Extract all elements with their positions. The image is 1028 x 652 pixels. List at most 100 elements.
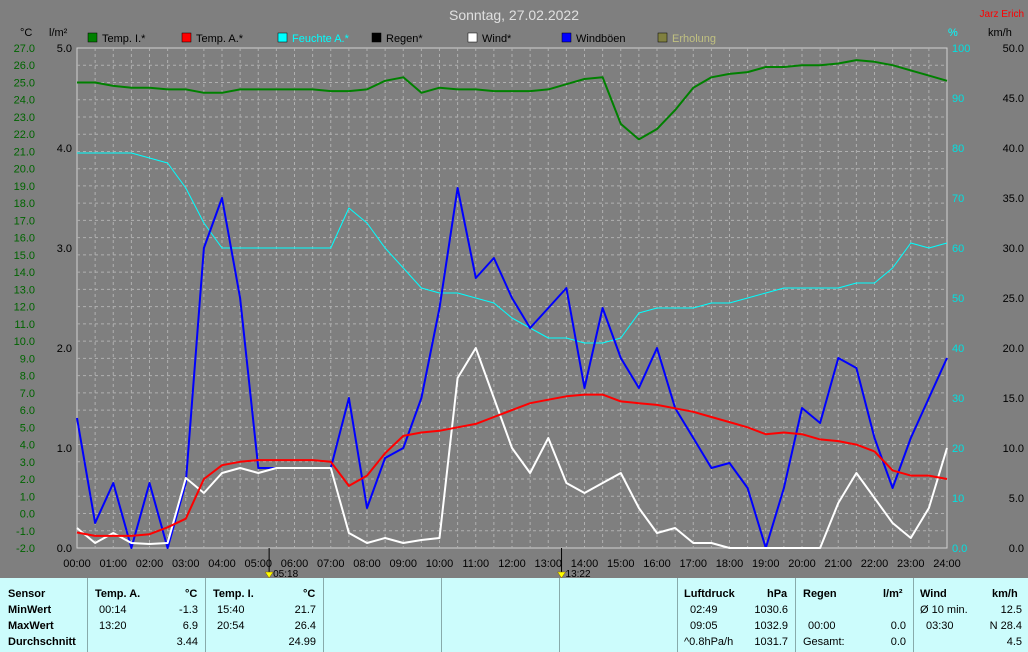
legend-label: Wind* (482, 33, 512, 45)
temp-tick-label: 4.0 (20, 440, 35, 452)
temp-tick-label: 7.0 (20, 388, 35, 400)
pressure-trend: ^0.8hPa/h (684, 636, 734, 648)
x-tick-label: 23:00 (897, 558, 925, 570)
pressure-min-value: 1030.6 (754, 604, 788, 616)
legend-swatch (371, 32, 382, 43)
temp-a-min-time: 00:14 (99, 604, 127, 616)
legend-label: Temp. A.* (196, 33, 244, 45)
wind-max-value: N 28.4 (989, 620, 1022, 632)
temp-i-min-time: 15:40 (217, 604, 245, 616)
temp-tick-label: 12.0 (14, 302, 35, 314)
pressure-avg-value: 1031.7 (754, 636, 788, 648)
legend-swatch (277, 32, 288, 43)
temp-tick-label: 6.0 (20, 405, 35, 417)
statistics-panel: Sensor MinWert MaxWert Durchschnitt Temp… (0, 578, 1028, 652)
humidity-tick-label: 0.0 (952, 543, 967, 555)
speed-tick-label: 25.0 (1003, 293, 1024, 305)
chart-title: Sonntag, 27.02.2022 (449, 7, 579, 23)
legend-swatch (561, 32, 572, 43)
humidity-tick-label: 80 (952, 143, 964, 155)
rain-time: 00:00 (808, 620, 836, 632)
temp-tick-label: 2.0 (20, 474, 35, 486)
rain-tick-label: 2.0 (57, 343, 72, 355)
sunrise-label: 05:18 (273, 569, 298, 578)
x-tick-label: 20:00 (788, 558, 816, 570)
legend-swatch (181, 32, 192, 43)
temp-tick-label: 19.0 (14, 181, 35, 193)
temp-tick-label: 21.0 (14, 146, 35, 158)
wind-avg10-value: 12.5 (1000, 604, 1022, 616)
legend-swatch (467, 32, 478, 43)
temp-tick-label: -2.0 (16, 543, 35, 555)
temp-tick-label: 18.0 (14, 198, 35, 210)
humidity-tick-label: 60 (952, 243, 964, 255)
x-tick-label: 17:00 (679, 558, 707, 570)
temp-a-min-value: -1.3 (179, 604, 198, 616)
x-tick-label: 16:00 (643, 558, 671, 570)
wind-head: Wind (920, 588, 947, 600)
temp-tick-label: 26.0 (14, 60, 35, 72)
temp-tick-label: 11.0 (14, 319, 35, 331)
rain-tick-label: 4.0 (57, 143, 72, 155)
sunrise-icon (264, 571, 274, 578)
x-tick-label: 15:00 (607, 558, 635, 570)
rain-tick-label: 0.0 (57, 543, 72, 555)
pressure-min-time: 02:49 (690, 604, 718, 616)
humidity-tick-label: 50 (952, 293, 964, 305)
temp-unit-label: °C (20, 27, 32, 39)
temp-tick-label: 14.0 (14, 267, 35, 279)
x-tick-label: 01:00 (99, 558, 127, 570)
temp-a-unit: °C (185, 588, 198, 600)
sensor-head: Sensor (8, 588, 46, 600)
x-tick-label: 07:00 (317, 558, 345, 570)
x-tick-label: 03:00 (172, 558, 200, 570)
series-line-temp-a (76, 393, 948, 537)
temp-tick-label: 24.0 (14, 95, 35, 107)
temp-a-head: Temp. A. (95, 588, 141, 600)
series-line-windb-en (76, 187, 948, 549)
temp-i-min-value: 21.7 (294, 604, 316, 616)
x-tick-label: 02:00 (136, 558, 164, 570)
series-line-wind (76, 347, 948, 549)
temp-i-avg-value: 24.99 (288, 636, 316, 648)
speed-tick-label: 50.0 (1003, 43, 1024, 55)
x-tick-label: 09:00 (389, 558, 417, 570)
humidity-unit-label: % (948, 27, 958, 39)
legend-label: Windböen (576, 33, 626, 45)
temp-tick-label: 9.0 (20, 353, 35, 365)
rain-total-label: Gesamt: (803, 636, 845, 648)
rain-tick-label: 1.0 (57, 443, 72, 455)
rain-unit: l/m² (883, 588, 903, 600)
wind-unit: km/h (992, 588, 1018, 600)
wind-max-time: 03:30 (926, 620, 954, 632)
speed-tick-label: 45.0 (1003, 93, 1024, 105)
temp-tick-label: 15.0 (14, 250, 35, 262)
series-line-feuchte-a (77, 152, 948, 344)
x-tick-label: 10:00 (426, 558, 454, 570)
rain-total-value: 0.0 (890, 636, 906, 648)
temp-tick-label: 27.0 (14, 43, 35, 55)
speed-tick-label: 35.0 (1003, 193, 1024, 205)
x-tick-label: 08:00 (353, 558, 381, 570)
rain-value: 0.0 (890, 620, 906, 632)
x-tick-label: 21:00 (824, 558, 852, 570)
x-tick-label: 18:00 (716, 558, 744, 570)
x-tick-label: 11:00 (462, 558, 489, 570)
x-tick-label: 14:00 (571, 558, 599, 570)
humidity-tick-label: 10 (952, 493, 964, 505)
speed-tick-label: 15.0 (1003, 393, 1024, 405)
humidity-tick-label: 70 (952, 193, 964, 205)
x-tick-label: 06:00 (281, 558, 309, 570)
legend-swatch (87, 32, 98, 43)
humidity-tick-label: 20 (952, 443, 964, 455)
temp-tick-label: 16.0 (14, 233, 35, 245)
speed-unit-label: km/h (988, 27, 1012, 39)
temp-i-max-value: 26.4 (294, 620, 316, 632)
temp-tick-label: 1.0 (20, 491, 35, 503)
temp-tick-label: 10.0 (14, 336, 35, 348)
x-tick-label: 04:00 (208, 558, 236, 570)
temp-tick-label: 20.0 (14, 164, 35, 176)
wind-avg-value: 4.5 (1006, 636, 1022, 648)
author-label: Jarz Erich (980, 9, 1024, 20)
wind-avg10-label: Ø 10 min. (920, 604, 968, 616)
